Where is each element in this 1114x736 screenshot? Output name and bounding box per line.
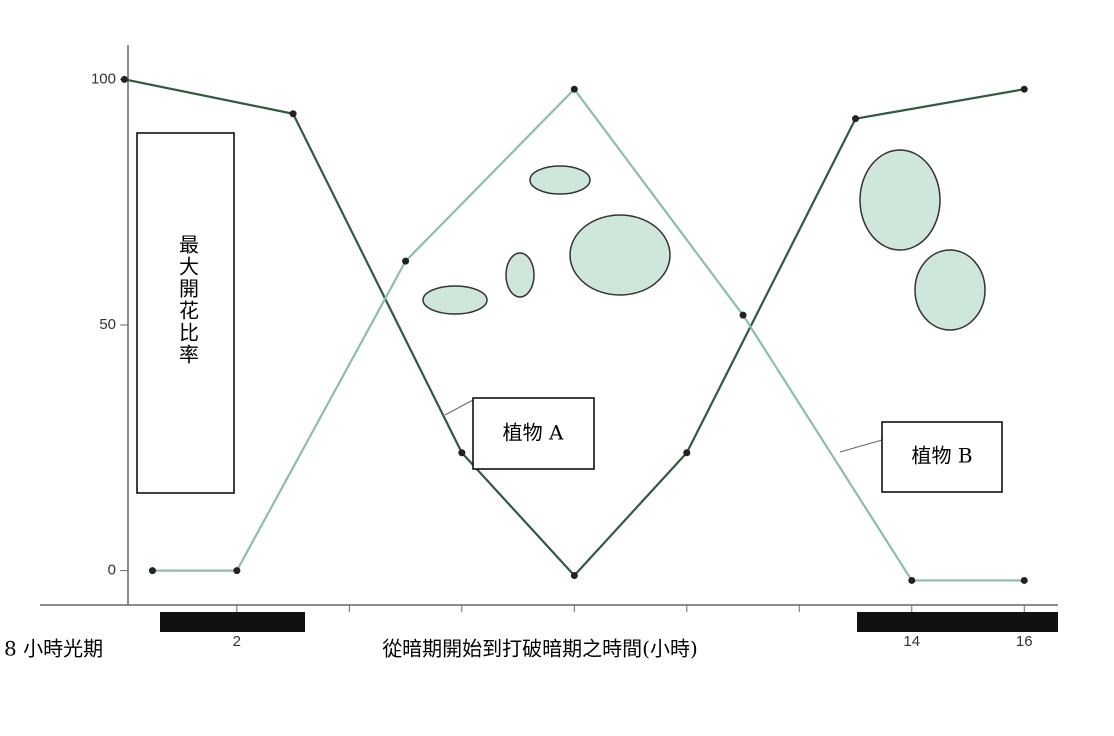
point — [1020, 85, 1028, 93]
leader-line — [444, 399, 474, 416]
x-axis-label: 從暗期開始到打破暗期之時間(小時) — [382, 637, 698, 661]
point — [570, 572, 578, 580]
x-tick-label: 14 — [903, 633, 920, 650]
illustration — [422, 149, 986, 331]
point — [683, 449, 691, 457]
point — [739, 311, 747, 319]
x-label-box — [305, 612, 857, 686]
y-label-box — [136, 132, 235, 494]
x-tick-label: 2 — [233, 633, 241, 650]
point — [148, 567, 156, 575]
annotation-box — [881, 421, 1003, 493]
y-axis-label: 最大開花比率 — [176, 234, 200, 366]
point — [289, 110, 297, 118]
light-period-label: 8 小時光期 — [4, 637, 103, 661]
y-tick-label: 50 — [99, 316, 116, 333]
annotation: 植物 A — [503, 421, 564, 445]
point — [852, 115, 860, 123]
light-label-box — [0, 612, 160, 686]
annotation: 植物 B — [911, 444, 972, 468]
annotation-box — [472, 397, 595, 470]
x-tick-label: 16 — [1016, 633, 1033, 650]
point — [402, 257, 410, 265]
y-tick-label: 100 — [91, 70, 116, 87]
point — [1020, 576, 1028, 584]
point — [120, 75, 128, 83]
point — [233, 567, 241, 575]
point — [570, 85, 578, 93]
point — [458, 449, 466, 457]
y-tick-label: 0 — [108, 562, 116, 579]
leader-line — [839, 439, 883, 453]
point — [908, 576, 916, 584]
